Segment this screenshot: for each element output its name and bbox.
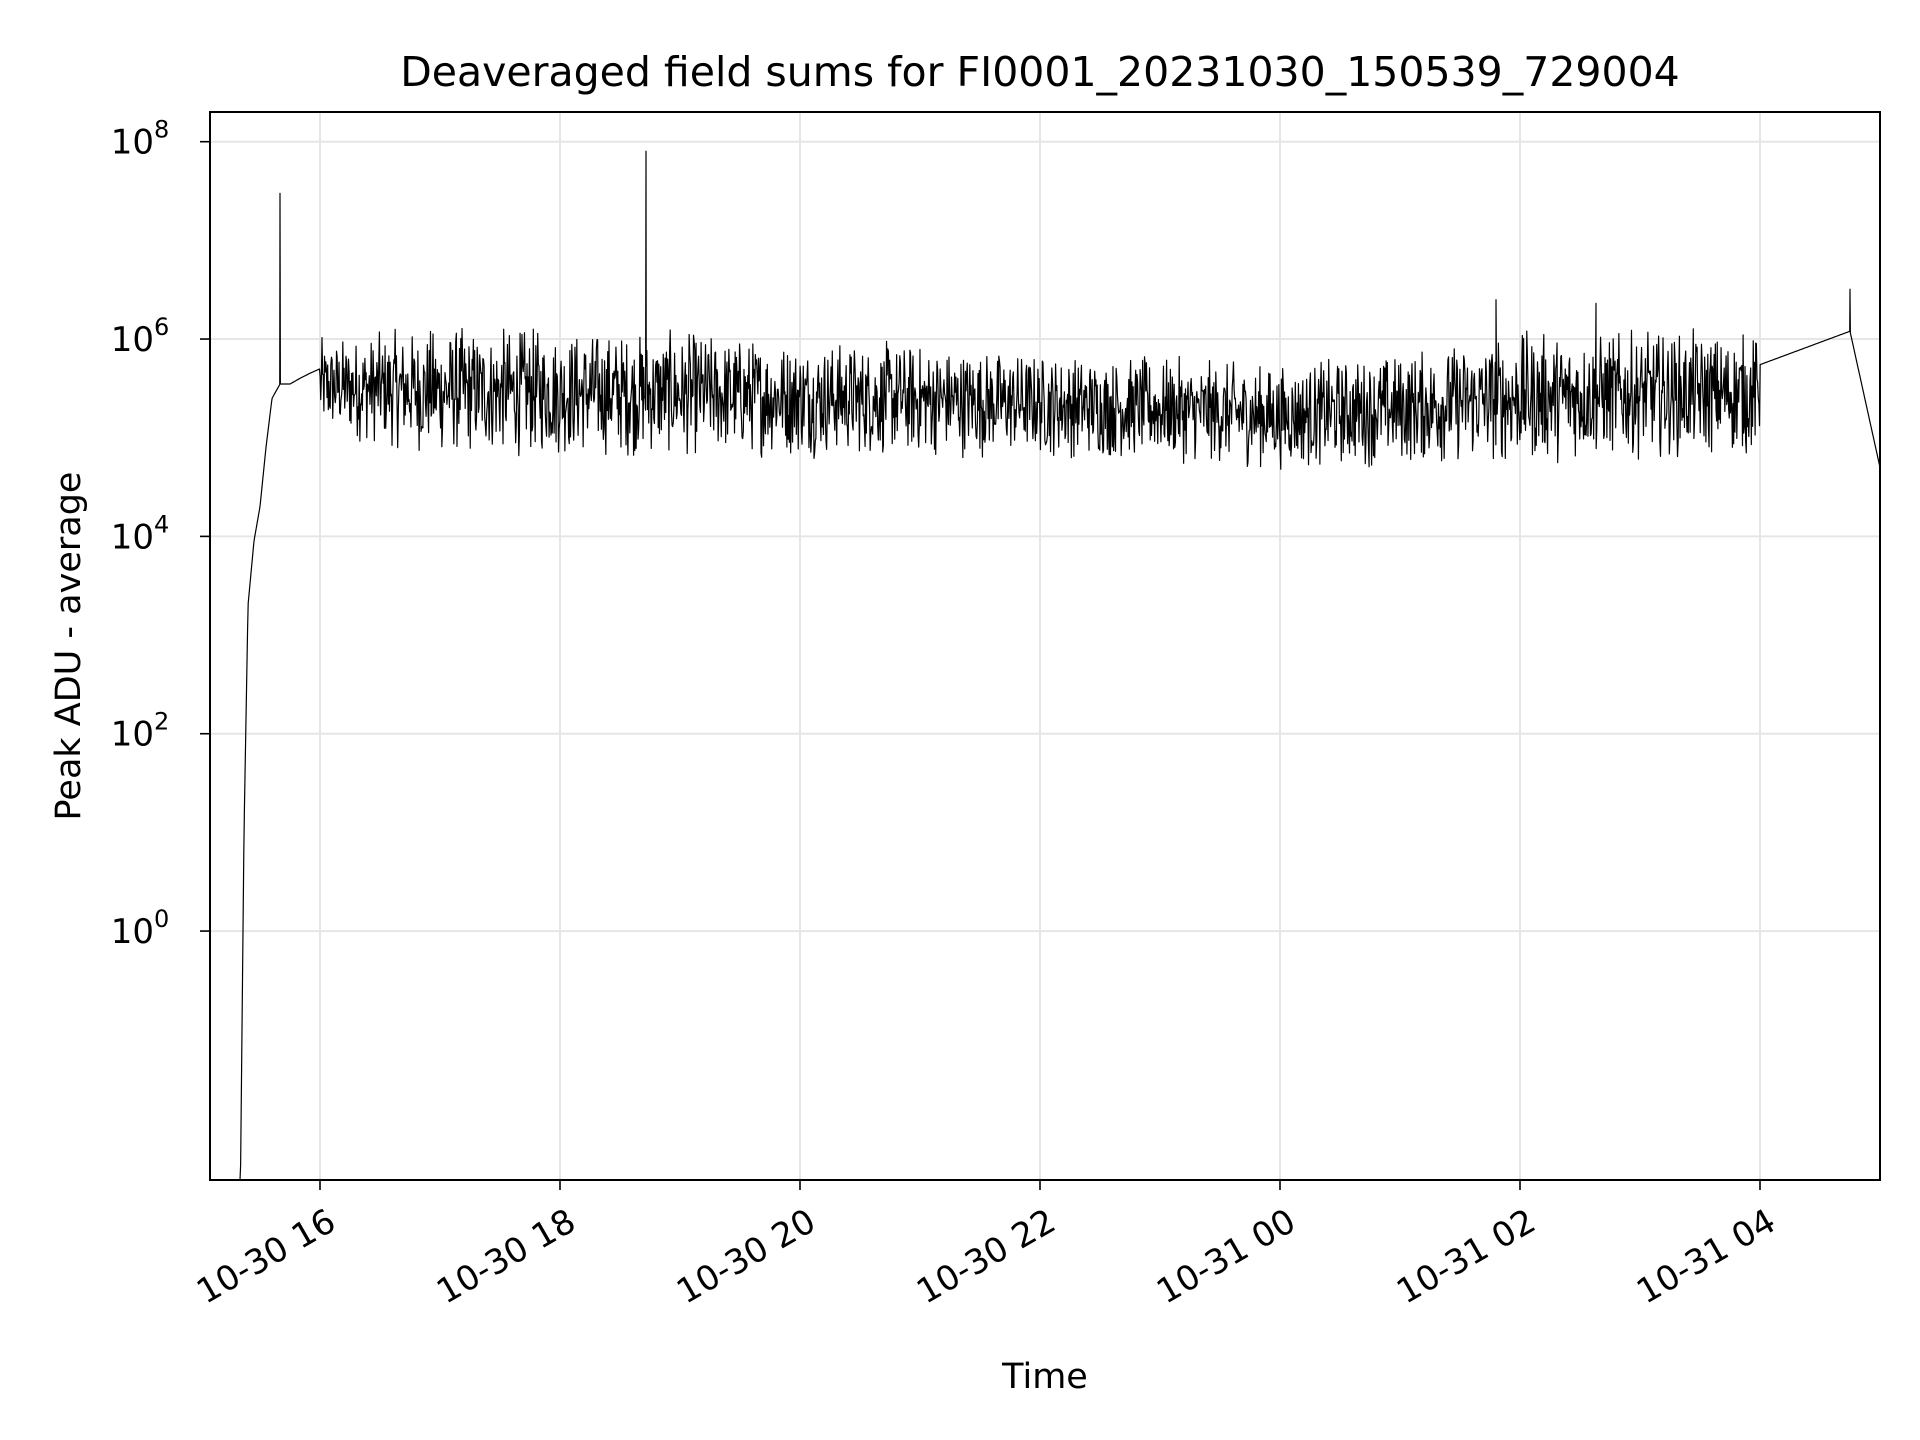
y-tick-label: 106 [111, 313, 170, 360]
grid [210, 112, 1880, 1180]
x-axis-label: Time [1001, 1357, 1088, 1397]
y-tick-base: 10 [111, 517, 154, 557]
y-axis-label: Peak ADU - average [49, 472, 89, 821]
y-tick-label: 100 [111, 905, 170, 952]
series-line [239, 150, 1881, 1181]
y-tick-exponent: 0 [154, 905, 169, 933]
y-tick-label: 102 [111, 708, 170, 755]
y-tick-exponent: 4 [154, 510, 169, 538]
y-tick-label: 104 [111, 510, 170, 557]
y-tick-exponent: 8 [154, 116, 169, 144]
y-tick-base: 10 [111, 715, 154, 755]
y-tick-exponent: 6 [154, 313, 169, 341]
y-tick-label: 108 [111, 116, 170, 163]
series-path [239, 150, 1881, 1181]
plot-frame [209, 111, 1881, 1181]
y-tick-exponent: 2 [154, 708, 169, 736]
y-tick-base: 10 [111, 912, 154, 952]
y-tick-base: 10 [111, 123, 154, 163]
chart-title: Deaveraged field sums for FI0001_2023103… [400, 48, 1680, 96]
y-tick-base: 10 [111, 320, 154, 360]
